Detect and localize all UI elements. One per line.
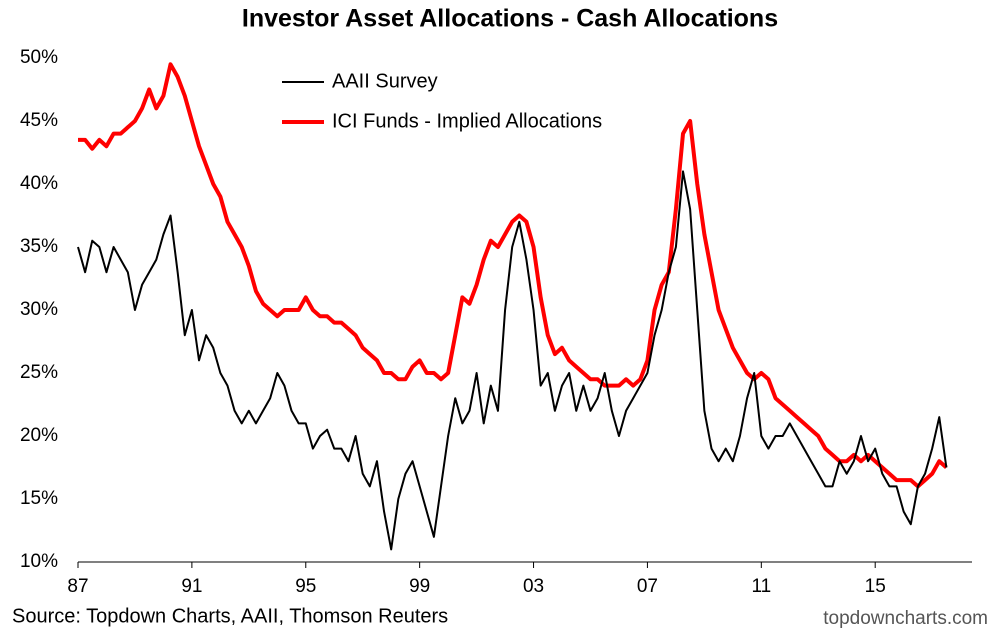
y-tick-label: 50% <box>20 47 58 68</box>
x-tick-label: 91 <box>181 576 202 597</box>
y-tick-label: 35% <box>20 236 58 257</box>
y-tick-label: 10% <box>20 551 58 572</box>
legend-label: AAII Survey <box>332 70 438 92</box>
chart-title: Investor Asset Allocations - Cash Alloca… <box>242 5 778 33</box>
y-tick-label: 15% <box>20 488 58 509</box>
x-tick-label: 99 <box>409 576 430 597</box>
watermark: topdowncharts.com <box>823 608 988 629</box>
legend-label: ICI Funds - Implied Allocations <box>332 110 602 132</box>
y-tick-label: 40% <box>20 173 58 194</box>
x-tick-label: 07 <box>637 576 658 597</box>
x-tick-label: 95 <box>295 576 316 597</box>
x-tick-label: 87 <box>67 576 88 597</box>
y-tick-label: 30% <box>20 299 58 320</box>
y-tick-label: 25% <box>20 362 58 383</box>
series-line <box>77 170 948 551</box>
x-tick-label: 15 <box>865 576 886 597</box>
series-line <box>78 62 948 489</box>
x-tick-label: 11 <box>751 576 771 597</box>
y-tick-label: 20% <box>20 425 58 446</box>
source: Source: Topdown Charts, AAII, Thomson Re… <box>12 605 448 627</box>
x-tick-label: 03 <box>523 576 544 597</box>
y-tick-label: 45% <box>20 110 58 131</box>
